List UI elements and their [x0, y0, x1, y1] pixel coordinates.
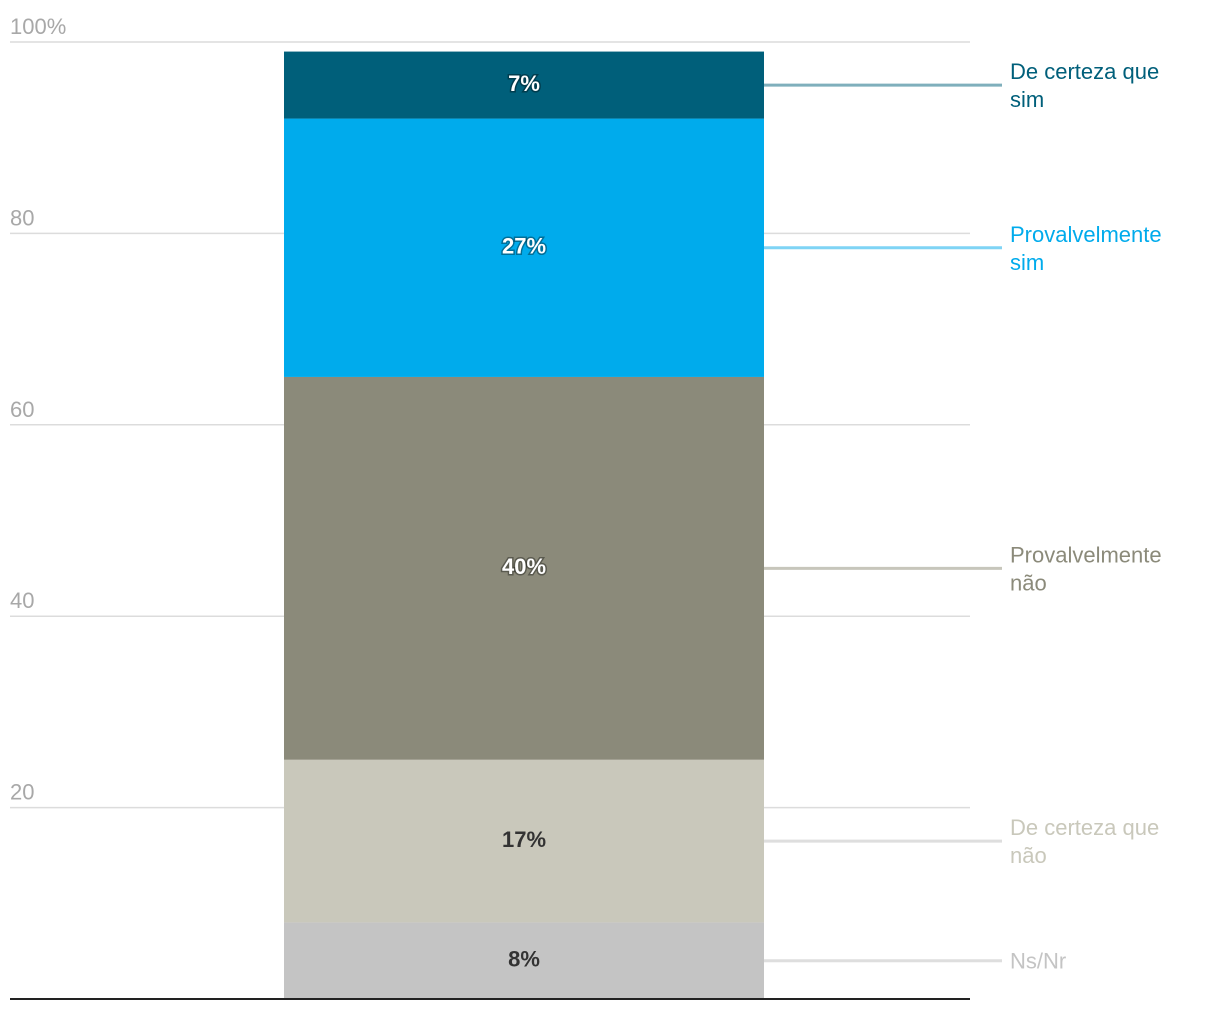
segment-labels: 8% 17% 40% 27% 7% — [500, 69, 547, 972]
y-tick-label-80: 80 — [10, 205, 34, 230]
legend-label-provalvelmente-nao: Provalvelmente não — [1010, 542, 1162, 595]
bar-segment-provalvelmente-nao — [284, 376, 764, 760]
legend-label-provalvelmente-sim: Provalvelmente sim — [1010, 222, 1162, 275]
y-tick-label-20: 20 — [10, 780, 34, 805]
y-tick-label-60: 60 — [10, 397, 34, 422]
bar-segment-de-certeza-que-sim — [284, 51, 764, 119]
segment-label-de-certeza-que-sim: 7% — [508, 71, 540, 96]
segment-label-ns-nr: 8% — [508, 947, 540, 972]
segment-label-provalvelmente-sim: 27% — [502, 234, 546, 259]
stacked-bar — [284, 51, 764, 999]
bar-segment-de-certeza-que-nao — [284, 759, 764, 923]
legend-label-ns-nr: Ns/Nr — [1010, 949, 1066, 974]
y-tick-label-40: 40 — [10, 588, 34, 613]
bar-segment-ns-nr — [284, 922, 764, 999]
legend: Ns/Nr De certeza que não Provalvelmente não P… — [764, 59, 1162, 974]
legend-label-de-certeza-que-sim: De certeza que sim — [1010, 59, 1159, 112]
segment-label-de-certeza-que-nao: 17% — [502, 827, 546, 852]
y-tick-label-100: 100% — [10, 14, 66, 39]
segment-label-provalvelmente-nao: 40% — [502, 554, 546, 579]
legend-label-de-certeza-que-nao: De certeza que não — [1010, 815, 1159, 868]
bar-segment-provalvelmente-sim — [284, 118, 764, 377]
